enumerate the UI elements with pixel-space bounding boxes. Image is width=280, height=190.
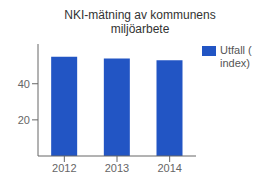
- svg-text:40: 40: [18, 78, 30, 90]
- html-text:Utfall ( index): Utfall ( index): [220, 44, 252, 69]
- svg-text:2012: 2012: [52, 162, 76, 174]
- html-text:NKI-mätning av kommunens miljö: NKI-mätning av kommunens miljöarbete: [64, 8, 216, 36]
- svg-text:2014: 2014: [157, 162, 181, 174]
- svg-text:20: 20: [18, 114, 30, 126]
- svg-text:2013: 2013: [105, 162, 129, 174]
